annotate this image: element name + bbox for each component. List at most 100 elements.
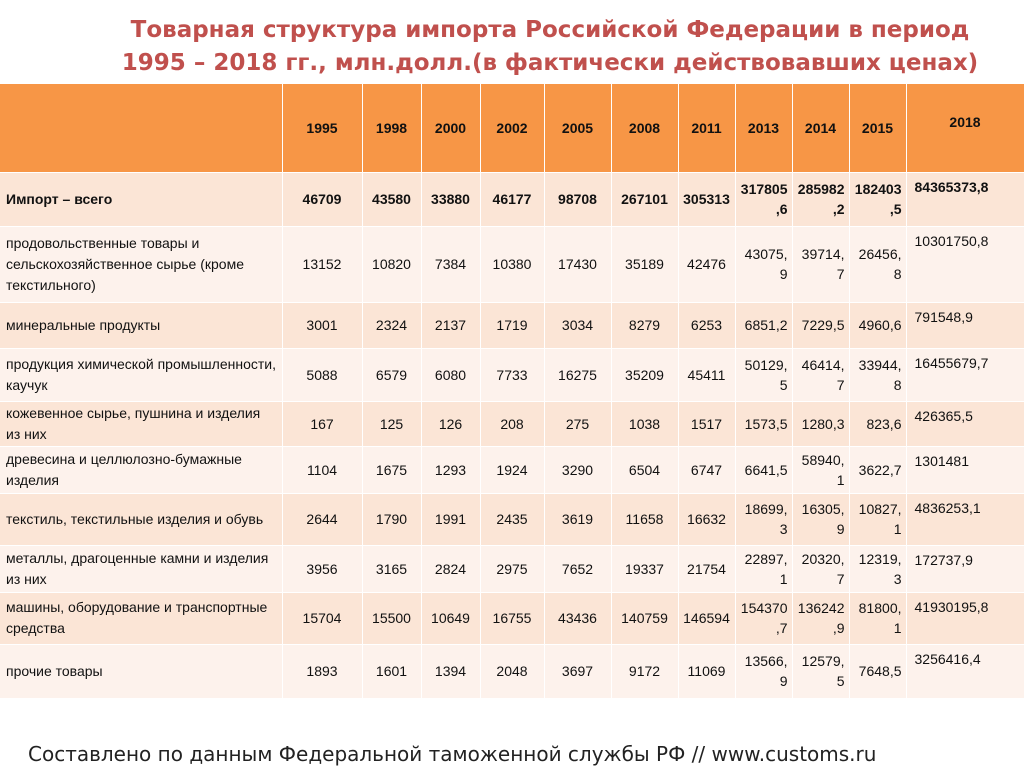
value-cell: 33880 (421, 172, 481, 227)
value-cell: 84365373,8 (906, 172, 1024, 227)
value-cell: 6504 (611, 446, 679, 494)
value-cell: 3290 (544, 446, 612, 494)
value-cell: 426365,5 (906, 401, 1024, 447)
value-cell: 12579, 5 (792, 644, 850, 699)
value-cell: 81800, 1 (849, 592, 907, 645)
value-cell: 1280,3 (792, 401, 850, 447)
header-row: 1995 1998 2000 2002 2005 2008 2011 2013 … (0, 84, 1024, 173)
value-cell: 2975 (480, 545, 545, 593)
table-row-total: Импорт – всего 46709 43580 33880 46177 98708 2… (0, 172, 1024, 227)
value-cell: 8279 (611, 302, 679, 349)
value-cell: 1104 (282, 446, 363, 494)
value-cell: 15500 (362, 592, 422, 645)
value-cell: 9172 (611, 644, 679, 699)
header-category-cell (0, 84, 283, 173)
year-header: 2018 (906, 84, 1024, 173)
year-header: 1995 (282, 84, 363, 173)
category-label: машины, оборудование и транспортные сред… (0, 592, 283, 645)
value-cell: 16305, 9 (792, 493, 850, 546)
page-title: Товарная структура импорта Российской Фе… (0, 14, 1024, 80)
value-cell: 791548,9 (906, 302, 1024, 349)
value-cell: 6851,2 (735, 302, 793, 349)
value-cell: 305313 (678, 172, 736, 227)
value-cell: 16455679,7 (906, 348, 1024, 402)
value-cell: 7384 (421, 226, 481, 303)
value-cell: 208 (480, 401, 545, 447)
value-cell: 2048 (480, 644, 545, 699)
value-cell: 2137 (421, 302, 481, 349)
value-cell: 167 (282, 401, 363, 447)
value-cell: 1719 (480, 302, 545, 349)
value-cell: 182403 ,5 (849, 172, 907, 227)
value-cell: 4836253,1 (906, 493, 1024, 546)
value-cell: 12319, 3 (849, 545, 907, 593)
category-label: минеральные продукты (0, 302, 283, 349)
value-cell: 172737,9 (906, 545, 1024, 593)
value-cell: 1675 (362, 446, 422, 494)
value-cell: 10649 (421, 592, 481, 645)
value-cell: 50129, 5 (735, 348, 793, 402)
value-cell: 1038 (611, 401, 679, 447)
table-row: минеральные продукты 3001 2324 2137 1719 3034… (0, 302, 1024, 349)
value-cell: 1790 (362, 493, 422, 546)
category-label: прочие товары (0, 644, 283, 699)
value-cell: 7733 (480, 348, 545, 402)
value-cell: 1893 (282, 644, 363, 699)
value-cell: 317805 ,6 (735, 172, 793, 227)
value-cell: 2824 (421, 545, 481, 593)
value-cell: 1573,5 (735, 401, 793, 447)
table-row: текстиль, текстильные изделия и обувь 264… (0, 493, 1024, 546)
value-cell: 18699, 3 (735, 493, 793, 546)
value-cell: 2644 (282, 493, 363, 546)
value-cell: 6080 (421, 348, 481, 402)
value-cell: 7652 (544, 545, 612, 593)
category-label: продукция химической промышленности, кау… (0, 348, 283, 402)
table-row: прочие товары 1893 1601 1394 2048 3697 9172 110… (0, 644, 1024, 699)
value-cell: 10820 (362, 226, 422, 303)
category-label: текстиль, текстильные изделия и обувь (0, 493, 283, 546)
value-cell: 19337 (611, 545, 679, 593)
value-cell: 1301481 (906, 446, 1024, 494)
value-cell: 46709 (282, 172, 363, 227)
value-cell: 33944, 8 (849, 348, 907, 402)
value-cell: 20320, 7 (792, 545, 850, 593)
value-cell: 5088 (282, 348, 363, 402)
category-label: Импорт – всего (0, 172, 283, 227)
value-cell: 21754 (678, 545, 736, 593)
value-cell: 11069 (678, 644, 736, 699)
value-cell: 22897, 1 (735, 545, 793, 593)
value-cell: 11658 (611, 493, 679, 546)
value-cell: 16275 (544, 348, 612, 402)
value-cell: 98708 (544, 172, 612, 227)
value-cell: 10301750,8 (906, 226, 1024, 303)
table-row: продукция химической промышленности, кау… (0, 348, 1024, 402)
year-header: 2011 (678, 84, 736, 173)
value-cell: 26456, 8 (849, 226, 907, 303)
value-cell: 3622,7 (849, 446, 907, 494)
value-cell: 3034 (544, 302, 612, 349)
value-cell: 2435 (480, 493, 545, 546)
value-cell: 7229,5 (792, 302, 850, 349)
year-header: 2013 (735, 84, 793, 173)
value-cell: 17430 (544, 226, 612, 303)
value-cell: 1517 (678, 401, 736, 447)
value-cell: 6253 (678, 302, 736, 349)
value-cell: 267101 (611, 172, 679, 227)
value-cell: 6579 (362, 348, 422, 402)
table-body: Импорт – всего 46709 43580 33880 46177 98708 2… (0, 172, 1024, 699)
value-cell: 125 (362, 401, 422, 447)
table-row: машины, оборудование и транспортные сред… (0, 592, 1024, 645)
value-cell: 6747 (678, 446, 736, 494)
value-cell: 1293 (421, 446, 481, 494)
value-cell: 16632 (678, 493, 736, 546)
value-cell: 45411 (678, 348, 736, 402)
value-cell: 1601 (362, 644, 422, 699)
value-cell: 7648,5 (849, 644, 907, 699)
value-cell: 140759 (611, 592, 679, 645)
value-cell: 285982 ,2 (792, 172, 850, 227)
value-cell: 2324 (362, 302, 422, 349)
value-cell: 146594 (678, 592, 736, 645)
value-cell: 4960,6 (849, 302, 907, 349)
value-cell: 3165 (362, 545, 422, 593)
value-cell: 1924 (480, 446, 545, 494)
